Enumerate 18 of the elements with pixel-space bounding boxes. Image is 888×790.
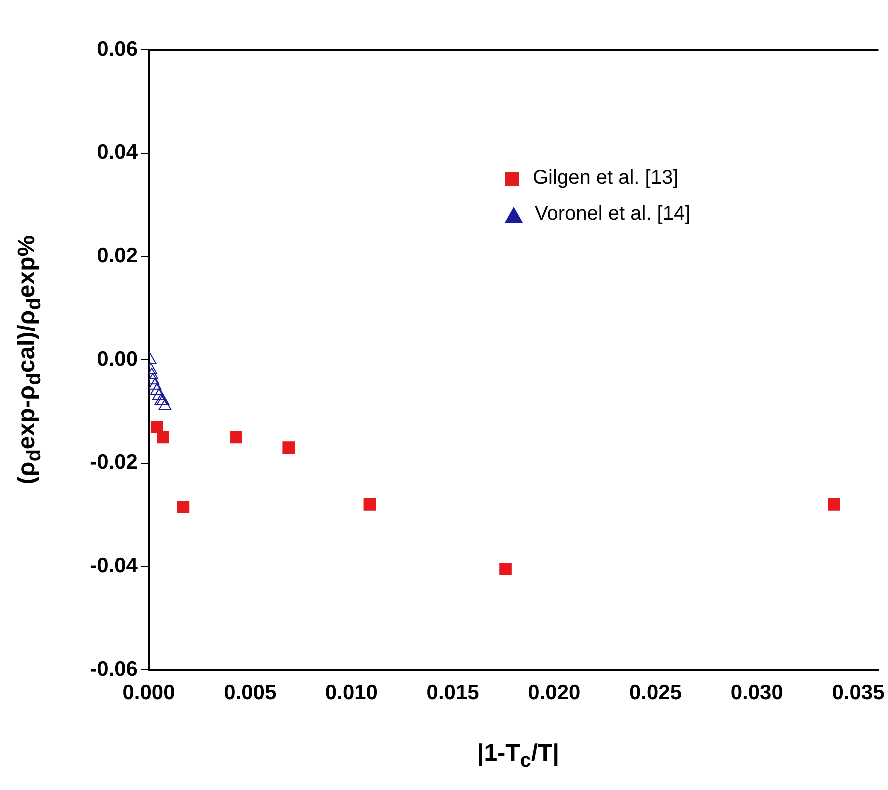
- y-tick-label: 0.00: [97, 348, 138, 371]
- x-tick-label: 0.025: [629, 681, 682, 704]
- y-tick-label: 0.02: [97, 244, 138, 268]
- legend-label: Gilgen et al. [13]: [533, 167, 679, 189]
- x-tick-label: 0.005: [224, 681, 277, 704]
- x-tick-label: 0.010: [325, 681, 378, 704]
- x-axis-title: |1-T$_{c}$/T|: [476, 740, 560, 773]
- x-tick-label: 0.000: [122, 681, 176, 704]
- x-tick-label: 0.020: [528, 681, 581, 704]
- x-tick-label: 0.030: [730, 681, 784, 704]
- x-tick-label: 0.035: [832, 681, 886, 704]
- legend-label: Voronel et al. [14]: [535, 203, 691, 225]
- x-tick-label: 0.015: [426, 681, 480, 704]
- y-tick-label: 0.06: [97, 38, 138, 61]
- y-tick-label: 0.04: [97, 141, 138, 164]
- y-tick-label: -0.06: [90, 658, 138, 681]
- y-tick-label: -0.04: [90, 554, 138, 578]
- y-tick-label: -0.02: [90, 451, 138, 474]
